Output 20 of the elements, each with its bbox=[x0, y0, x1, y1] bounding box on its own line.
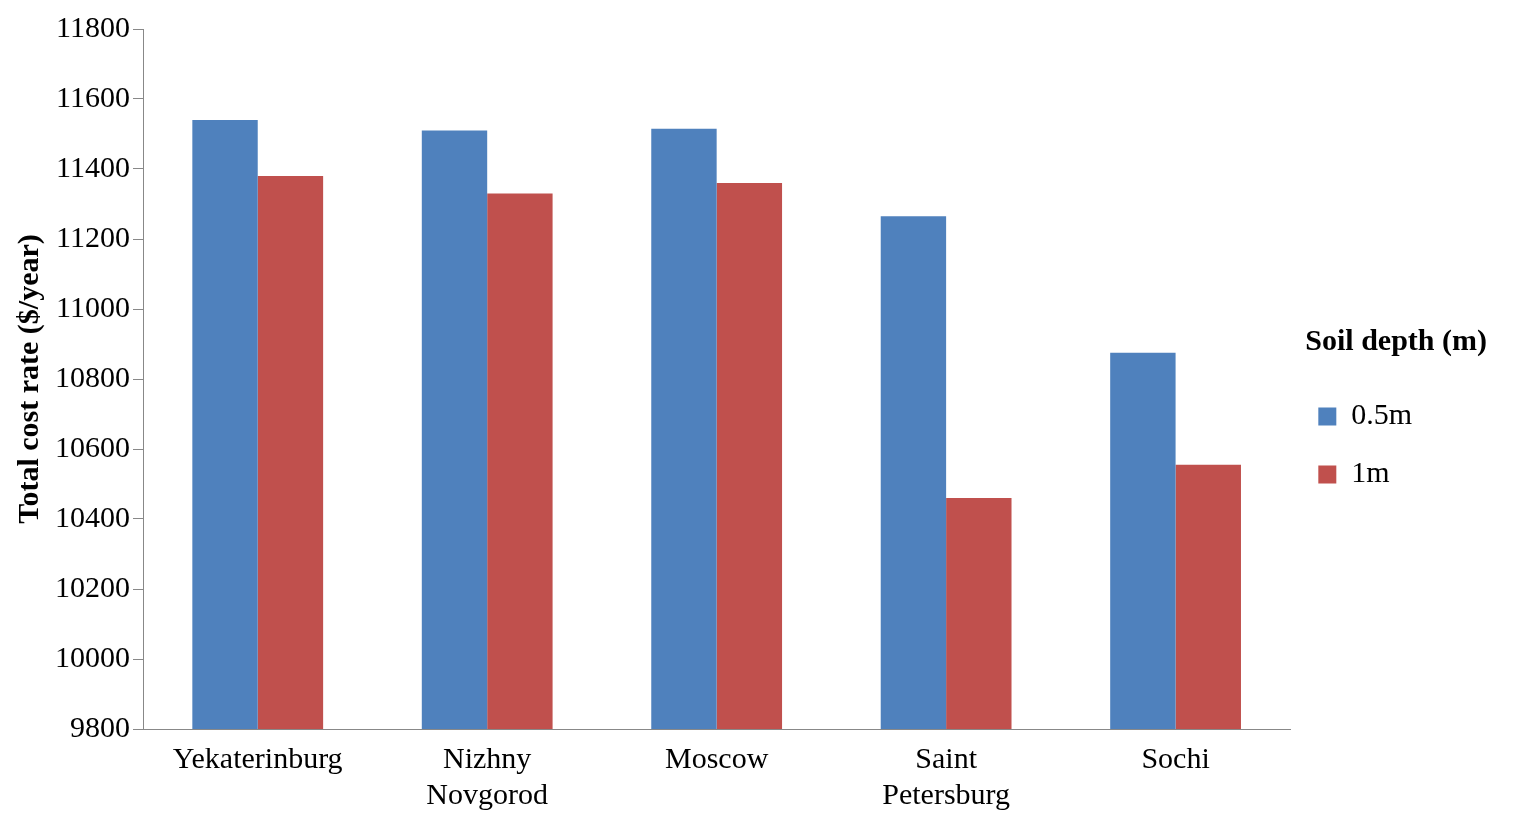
y-tick-label: 11800 bbox=[56, 9, 130, 43]
y-tick-label: 11600 bbox=[56, 79, 130, 113]
y-tick-label: 10000 bbox=[55, 639, 130, 673]
y-tick-label: 11400 bbox=[56, 149, 130, 183]
legend-title: Soil depth (m) bbox=[1305, 323, 1487, 358]
y-tick-label: 10800 bbox=[55, 359, 130, 393]
y-tick-label: 11200 bbox=[56, 219, 130, 253]
legend-label: 1m bbox=[1351, 455, 1390, 489]
y-tick-label: 10200 bbox=[55, 569, 130, 603]
x-tick-label: Nizhny Novgorod bbox=[426, 740, 549, 810]
y-tick-label: 10400 bbox=[55, 499, 130, 533]
x-tick-label: Yekaterinburg bbox=[172, 740, 343, 774]
x-tick-label: Moscow bbox=[664, 740, 769, 774]
y-tick-label: 9800 bbox=[70, 709, 130, 743]
x-tick-label: Saint Petersburg bbox=[882, 740, 1010, 810]
y-tick-label: 10600 bbox=[55, 429, 130, 463]
y-tick-label: 11000 bbox=[56, 289, 130, 323]
x-tick-label: Sochi bbox=[1141, 740, 1210, 774]
legend-label: 0.5m bbox=[1351, 397, 1413, 431]
y-axis-title: Total cost rate ($/year) bbox=[10, 234, 45, 524]
